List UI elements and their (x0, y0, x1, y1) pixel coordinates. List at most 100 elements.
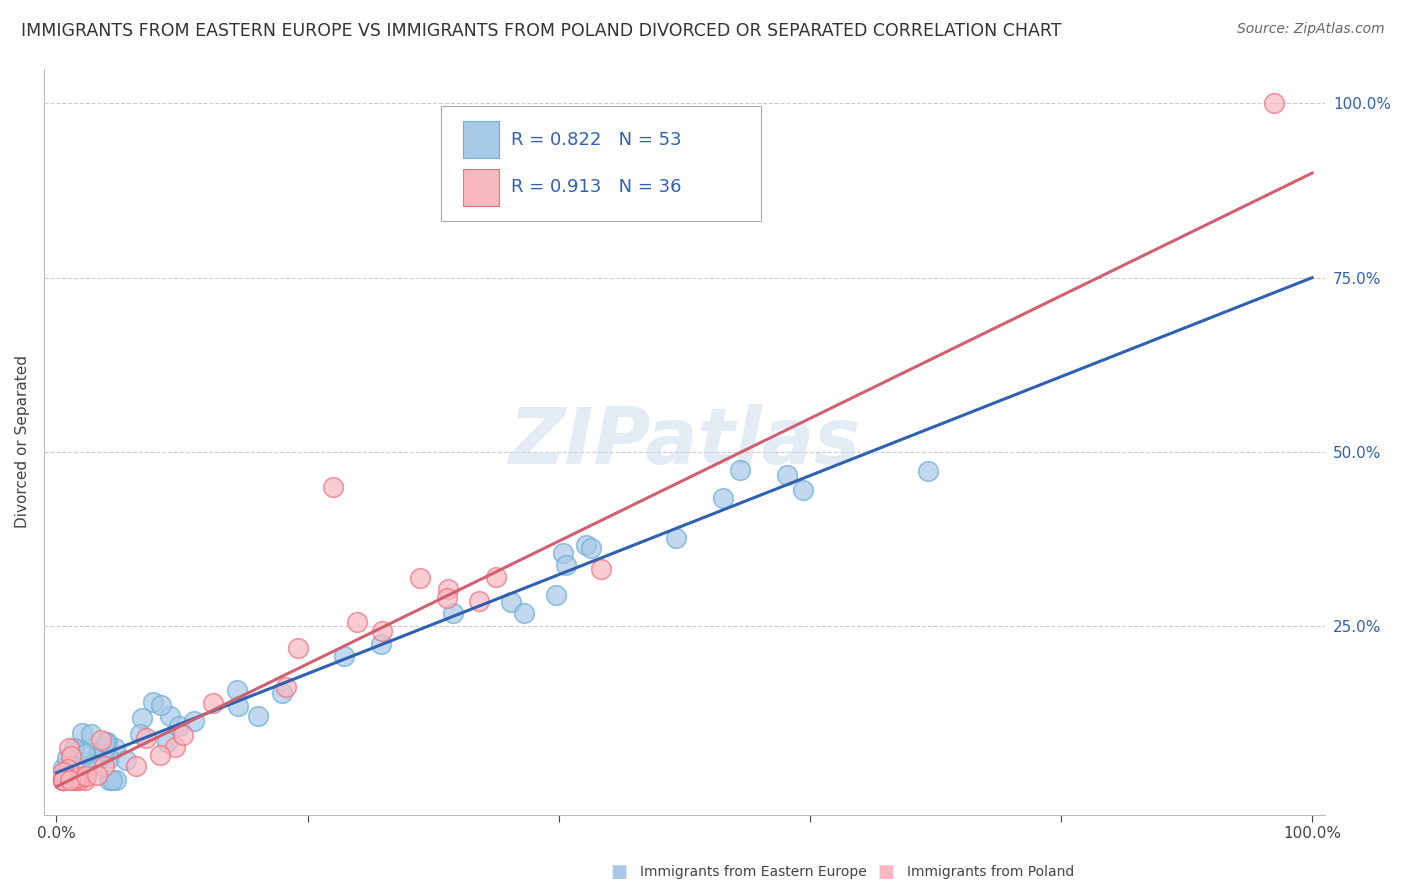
Point (346, 615, 368, 630)
Point (575, 537, 598, 551)
Point (101, 772, 124, 787)
Point (589, 562, 612, 576)
Point (665, 531, 688, 545)
Point (96, 735, 118, 749)
Point (63, 772, 86, 787)
Point (75, 769, 97, 783)
Point (287, 640, 309, 655)
Point (82, 758, 104, 772)
Point (370, 637, 392, 651)
Point (1263, 96, 1285, 111)
Point (93, 759, 115, 773)
Point (468, 594, 491, 608)
Point (125, 759, 148, 773)
Point (555, 558, 578, 573)
Text: ■: ■ (610, 863, 627, 881)
Point (333, 649, 356, 664)
Point (69, 742, 91, 756)
Point (80, 758, 103, 772)
Point (247, 708, 270, 723)
Point (274, 680, 297, 694)
Text: IMMIGRANTS FROM EASTERN EUROPE VS IMMIGRANTS FROM POLAND DIVORCED OR SEPARATED C: IMMIGRANTS FROM EASTERN EUROPE VS IMMIGR… (21, 22, 1062, 40)
Point (52, 772, 75, 787)
Point (52, 772, 75, 787)
Point (52, 772, 75, 787)
Point (56, 750, 79, 764)
FancyBboxPatch shape (441, 106, 761, 221)
Point (60, 748, 83, 763)
Point (436, 582, 458, 596)
Point (89, 745, 111, 759)
Point (728, 463, 751, 477)
Point (104, 741, 127, 756)
Y-axis label: Divorced or Separated: Divorced or Separated (15, 355, 30, 528)
Point (66, 772, 89, 787)
Point (63, 772, 86, 787)
Point (131, 710, 153, 724)
Point (97, 751, 120, 765)
Text: R = 0.822   N = 53: R = 0.822 N = 53 (512, 131, 682, 149)
Point (52, 761, 75, 775)
Text: Immigrants from Poland: Immigrants from Poland (907, 865, 1074, 880)
Point (544, 588, 567, 602)
Point (484, 570, 506, 584)
Point (73, 772, 96, 787)
Point (105, 772, 128, 787)
Point (711, 491, 734, 505)
Point (90, 733, 112, 747)
Text: ■: ■ (877, 863, 894, 881)
Point (52, 765, 75, 780)
Point (917, 464, 939, 478)
Point (156, 735, 179, 749)
Point (165, 739, 187, 754)
Point (67, 768, 90, 782)
Point (94, 735, 117, 749)
Point (792, 483, 814, 497)
Point (135, 731, 157, 745)
Point (80, 727, 103, 741)
Point (271, 685, 294, 699)
Text: Source: ZipAtlas.com: Source: ZipAtlas.com (1237, 22, 1385, 37)
Point (65, 772, 87, 787)
Point (142, 695, 165, 709)
Text: R = 0.913   N = 36: R = 0.913 N = 36 (512, 178, 682, 196)
Point (513, 606, 536, 620)
Point (202, 696, 225, 710)
Point (579, 541, 602, 556)
Point (322, 480, 344, 494)
Point (59, 772, 82, 787)
Point (172, 728, 194, 742)
Point (499, 595, 522, 609)
Point (149, 748, 172, 763)
Point (65, 771, 87, 785)
Bar (463, 169, 499, 206)
Point (150, 698, 173, 712)
Point (70, 726, 93, 740)
Point (52, 772, 75, 787)
Point (114, 753, 136, 767)
Point (67, 772, 90, 787)
Point (371, 624, 394, 639)
Point (226, 698, 249, 713)
Point (436, 591, 458, 605)
Point (90, 748, 112, 763)
Point (62, 740, 84, 755)
Point (52, 772, 75, 787)
Point (97, 772, 120, 787)
Point (86, 768, 108, 782)
Point (776, 467, 799, 482)
Bar (463, 121, 499, 159)
Point (551, 546, 574, 560)
Point (409, 571, 432, 585)
Point (73, 747, 96, 761)
Text: ZIPatlas: ZIPatlas (508, 403, 860, 480)
Point (167, 719, 190, 733)
Point (128, 727, 150, 741)
Point (56, 762, 79, 776)
Point (226, 682, 249, 697)
Point (183, 714, 205, 728)
Point (93, 742, 115, 756)
Point (58, 741, 80, 756)
Point (441, 606, 464, 620)
Point (52, 772, 75, 787)
